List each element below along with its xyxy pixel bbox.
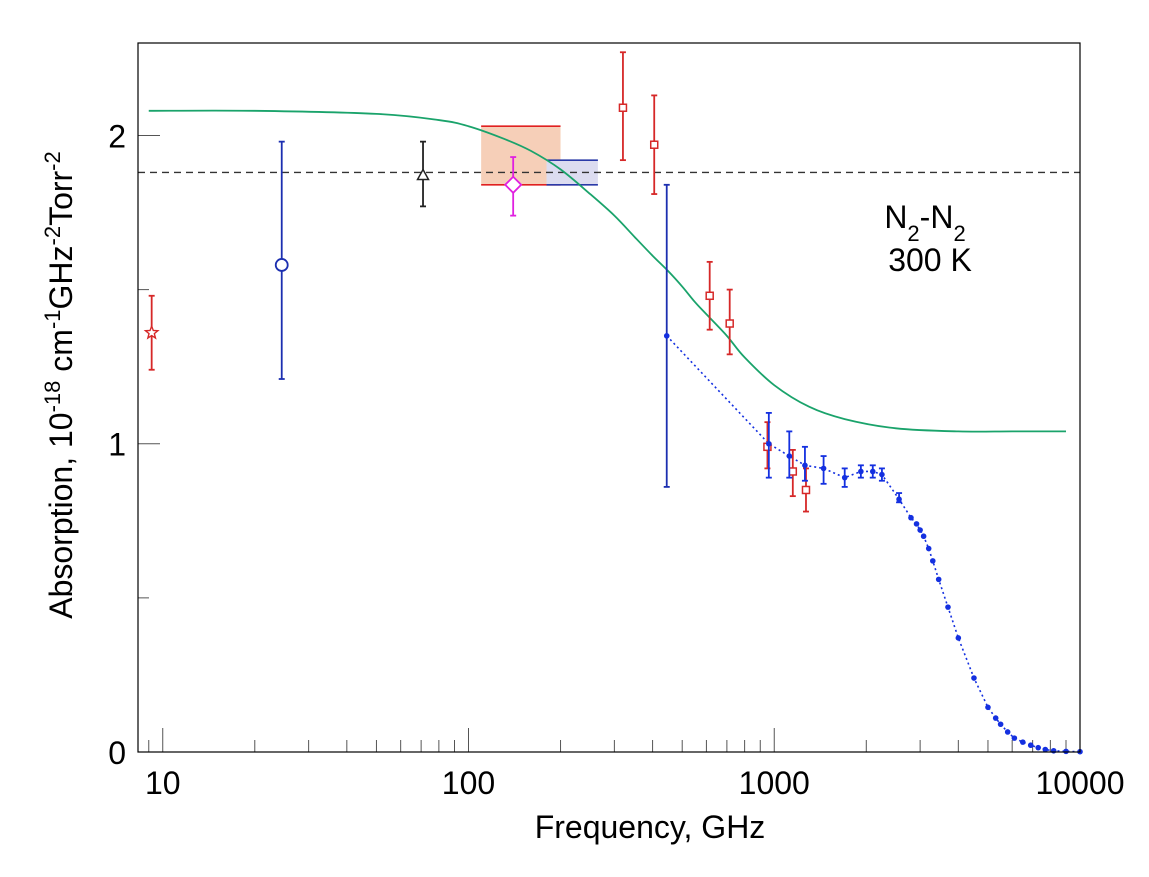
dot-marker (913, 521, 920, 527)
dot-marker (869, 468, 876, 475)
gas-pair-part: N (884, 199, 907, 235)
temperature-label: 300 K (888, 242, 972, 278)
gas-pair-label: N2-N2 (884, 199, 965, 246)
y-axis-title-sup: -2 (40, 226, 65, 246)
y-axis-title-part: Torr (43, 170, 79, 225)
dot-marker (858, 468, 864, 475)
y-axis-title-part: cm (43, 329, 79, 381)
dot-marker (1063, 748, 1069, 755)
dot-marker (786, 453, 793, 459)
y-tick-labels: 0 1 2 (108, 118, 126, 771)
dot-marker (766, 440, 772, 447)
data-points (143, 51, 1083, 755)
diamond-marker (503, 175, 523, 195)
dot-marker (1042, 746, 1049, 753)
star-marker (143, 324, 160, 340)
y-axis-title-sup: -2 (40, 151, 65, 171)
y-tick-label: 0 (108, 735, 126, 771)
square-marker (618, 103, 628, 112)
dot-marker (820, 465, 827, 472)
gas-pair-subscript: 2 (953, 221, 965, 246)
dot-marker (971, 675, 977, 681)
x-tick-label: 100 (442, 765, 495, 801)
triangle-marker (416, 167, 430, 181)
circle-marker (274, 258, 289, 272)
dot-marker (945, 604, 951, 610)
dot-marker (663, 333, 670, 339)
dot-marker (1019, 739, 1026, 745)
dot-marker (929, 558, 936, 564)
y-axis-title-part: GHz (43, 245, 79, 309)
dot-marker (1050, 747, 1057, 754)
square-marker (801, 485, 811, 495)
gas-pair-subscript: 2 (907, 221, 919, 246)
x-tick-labels: 10 100 1000 10000 (145, 765, 1125, 801)
x-tick-label: 1000 (739, 765, 810, 801)
y-axis-title-part: Absorption, 10 (43, 412, 79, 618)
x-axis-title: Frequency, GHz (535, 809, 766, 845)
y-axis-title: Absorption, 10-18 cm-1GHz-2Torr-2 (40, 151, 80, 619)
dot-marker (1004, 729, 1011, 735)
dot-marker (997, 721, 1004, 728)
dot-marker (1027, 742, 1034, 749)
y-tick-label: 2 (108, 118, 126, 154)
y-axis-title-sup: -18 (40, 381, 65, 413)
dot-marker (917, 527, 923, 533)
dot-marker (992, 715, 999, 721)
dot-marker (1035, 744, 1042, 751)
y-axis-title-sup: -1 (40, 309, 65, 329)
square-marker (725, 319, 734, 328)
x-tick-label: 10 (145, 765, 181, 801)
plot-frame (137, 42, 1081, 753)
square-marker (649, 140, 659, 149)
dotted-connector-line (666, 335, 1081, 753)
dot-marker (955, 635, 962, 641)
dot-marker (1011, 735, 1018, 741)
model-curve (148, 109, 1067, 433)
dot-marker (896, 496, 902, 503)
y-tick-label: 1 (108, 427, 126, 463)
gas-pair-part: -N (920, 199, 954, 235)
dot-marker (802, 462, 808, 469)
x-tick-label: 10000 (1036, 765, 1125, 801)
dot-marker (935, 576, 942, 583)
square-marker (705, 291, 714, 301)
dot-marker (985, 704, 991, 711)
dot-marker (925, 545, 932, 552)
square-marker (788, 467, 798, 476)
dot-marker (908, 514, 914, 521)
dot-marker (920, 533, 927, 540)
dot-marker (841, 474, 848, 481)
dot-marker (879, 471, 885, 478)
